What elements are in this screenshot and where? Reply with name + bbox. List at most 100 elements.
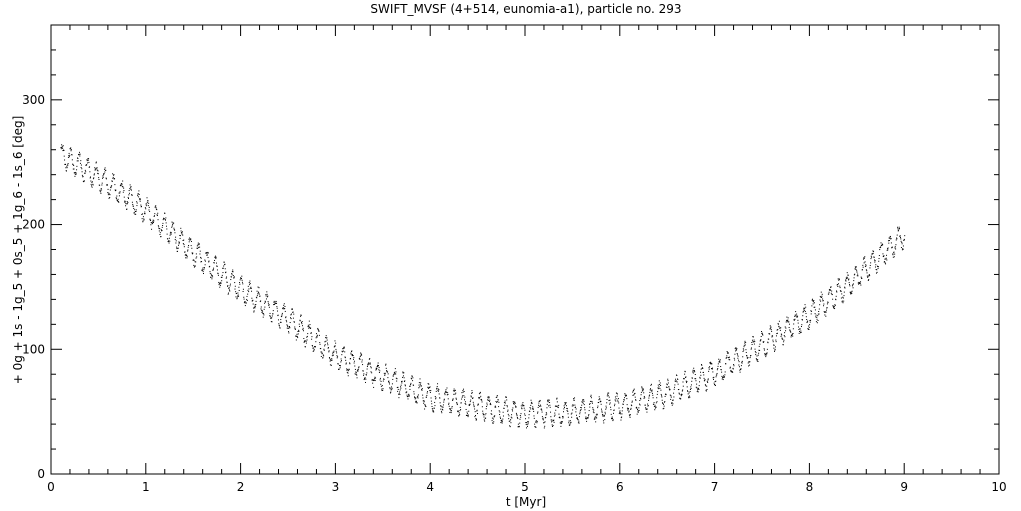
data-point <box>160 229 162 231</box>
data-point <box>526 425 528 427</box>
data-point <box>605 407 607 409</box>
data-point <box>212 276 214 278</box>
data-point <box>169 232 171 234</box>
data-point <box>369 362 371 364</box>
data-point <box>724 376 726 378</box>
data-point <box>136 201 138 203</box>
data-point <box>756 360 758 362</box>
data-point <box>785 330 787 332</box>
data-point <box>145 205 147 207</box>
data-point <box>551 419 553 421</box>
data-point <box>539 399 541 401</box>
data-point <box>174 232 176 234</box>
data-point <box>593 409 595 411</box>
data-point <box>595 421 597 423</box>
data-point <box>605 405 607 407</box>
data-point <box>440 410 442 412</box>
data-point <box>376 368 378 370</box>
data-point <box>155 207 157 209</box>
data-point <box>178 241 180 243</box>
data-point <box>580 407 582 409</box>
data-point <box>685 376 687 378</box>
data-point <box>466 411 468 413</box>
data-point <box>888 240 890 242</box>
data-point <box>432 409 434 411</box>
data-point <box>399 391 401 393</box>
data-point <box>407 396 409 398</box>
data-point <box>732 368 734 370</box>
data-point <box>410 377 412 379</box>
data-point <box>637 411 639 413</box>
data-point <box>657 391 659 393</box>
data-point <box>690 386 692 388</box>
data-point <box>499 411 501 413</box>
data-point <box>110 185 112 187</box>
data-point <box>457 410 459 412</box>
data-point <box>414 401 416 403</box>
data-point <box>152 219 154 221</box>
data-point <box>676 374 678 376</box>
data-point <box>439 402 441 404</box>
data-point <box>466 413 468 415</box>
data-point <box>494 405 496 407</box>
data-point <box>808 328 810 330</box>
data-point <box>140 198 142 200</box>
data-point <box>831 294 833 296</box>
data-point <box>86 159 88 161</box>
data-point <box>638 403 640 405</box>
data-point <box>305 342 307 344</box>
data-point <box>463 390 465 392</box>
data-point <box>645 408 647 410</box>
data-point <box>664 395 666 397</box>
data-point <box>757 360 759 362</box>
data-point <box>648 395 650 397</box>
data-point <box>615 400 617 402</box>
data-point <box>836 291 838 293</box>
data-point <box>737 359 739 361</box>
data-point <box>660 384 662 386</box>
data-point <box>546 407 548 409</box>
data-point <box>743 344 745 346</box>
data-point <box>832 306 834 308</box>
data-point <box>631 401 633 403</box>
data-point <box>762 334 764 336</box>
data-point <box>867 279 869 281</box>
data-point <box>270 321 272 323</box>
data-point <box>181 231 183 233</box>
data-point <box>792 333 794 335</box>
data-point <box>675 380 677 382</box>
data-point <box>372 382 374 384</box>
data-point <box>257 291 259 293</box>
data-point <box>756 359 758 361</box>
data-point <box>159 228 161 230</box>
data-point <box>519 418 521 420</box>
data-point <box>207 257 209 259</box>
data-point <box>111 181 113 183</box>
data-point <box>145 208 147 210</box>
data-point <box>769 328 771 330</box>
data-point <box>726 351 728 353</box>
data-point <box>143 213 145 215</box>
data-point <box>818 310 820 312</box>
data-point <box>538 402 540 404</box>
data-point <box>440 408 442 410</box>
data-point <box>717 368 719 370</box>
data-point <box>310 327 312 329</box>
data-point <box>722 377 724 379</box>
data-point <box>206 254 208 256</box>
data-point <box>891 246 893 248</box>
x-tick-label: 1 <box>142 480 150 494</box>
data-point <box>128 190 130 192</box>
data-point <box>876 271 878 273</box>
data-point <box>240 278 242 280</box>
data-point <box>454 389 456 391</box>
data-point <box>584 409 586 411</box>
data-point <box>778 326 780 328</box>
data-point <box>107 192 109 194</box>
data-point <box>119 185 121 187</box>
data-point <box>443 399 445 401</box>
data-point <box>405 388 407 390</box>
data-point <box>606 395 608 397</box>
data-point <box>712 378 714 380</box>
